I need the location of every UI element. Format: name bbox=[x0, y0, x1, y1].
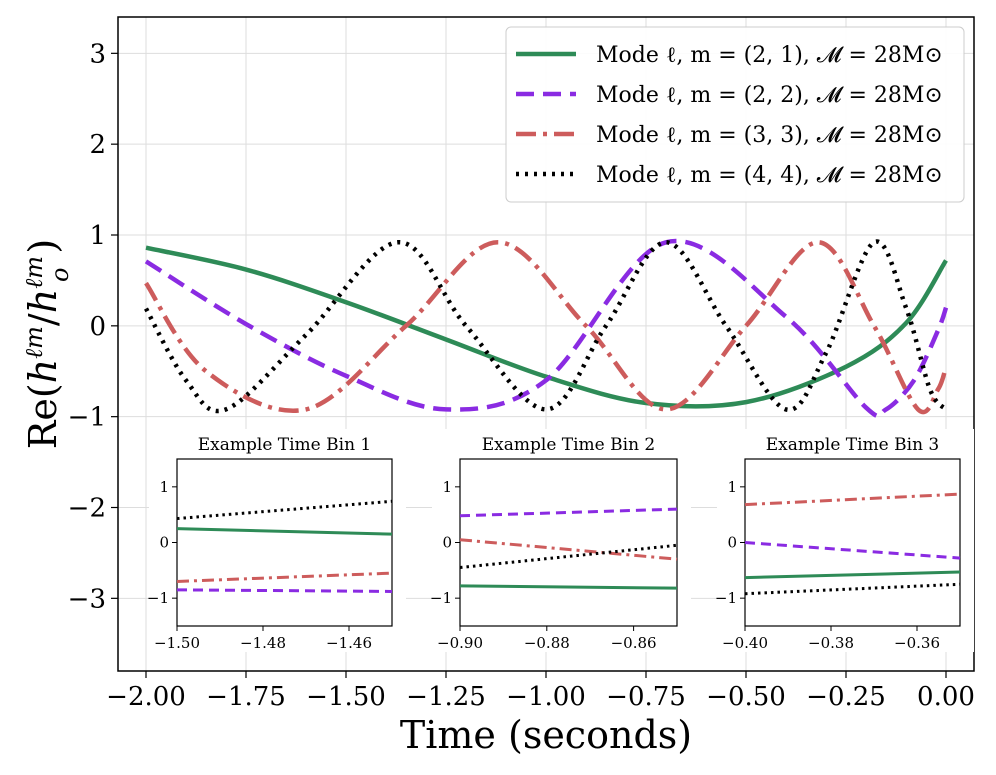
y-tick-label: −3 bbox=[68, 584, 106, 614]
x-tick-label: −1.50 bbox=[306, 682, 386, 712]
inset-x-tick-label: −0.88 bbox=[524, 634, 570, 652]
series-line-2 bbox=[144, 238, 949, 419]
insets: Example Time Bin 1−1.50 −1.48 −1.46−101Exa… bbox=[147, 429, 974, 652]
legend-label-3: Mode ℓ, m = (3, 3), 𝓜 = 28M⊙ bbox=[596, 123, 943, 148]
series-line-3 bbox=[144, 240, 949, 415]
series-line-4 bbox=[144, 239, 948, 414]
inset-y-tick-label: 1 bbox=[442, 478, 452, 496]
inset-x-tick-label: −1.48 bbox=[240, 634, 286, 652]
series-line-1 bbox=[145, 245, 948, 409]
x-axis-label: Time (seconds) bbox=[400, 713, 692, 757]
inset-series-line-3 bbox=[744, 492, 961, 507]
inset-series-line-3 bbox=[176, 571, 393, 583]
y-tick-label: 1 bbox=[89, 221, 106, 251]
main-ticks: −2.00 −1.75 −1.50 −1.25 −1.00 −0.75 −0.50 −0.25… bbox=[68, 39, 975, 712]
main-series bbox=[144, 238, 949, 419]
y-axis-label: Re(hℓm/hℓmo) bbox=[20, 239, 74, 450]
y-tick-label: 2 bbox=[89, 130, 106, 160]
inset-1: Example Time Bin 1 −1.50 −1.48 −1.46 −1 0 1 bbox=[147, 429, 406, 652]
inset-series-line-2 bbox=[459, 507, 678, 518]
x-tick-label: −0.75 bbox=[606, 682, 686, 712]
x-tick-label: −1.25 bbox=[406, 682, 486, 712]
x-tick-label: −0.50 bbox=[706, 682, 786, 712]
inset-y-tick-label: 0 bbox=[442, 534, 452, 552]
inset-x-tick-label: −0.40 bbox=[722, 634, 768, 652]
legend-label-4: Mode ℓ, m = (4, 4), 𝓜 = 28M⊙ bbox=[596, 163, 943, 188]
inset-3: Example Time Bin 3 −0.40 −0.38 −0.36 −1 0 1 bbox=[715, 429, 974, 652]
inset-series-line-3 bbox=[459, 538, 678, 561]
y-tick-label: −1 bbox=[68, 403, 106, 433]
inset-title: Example Time Bin 3 bbox=[766, 435, 940, 455]
inset-series-line-2 bbox=[744, 541, 961, 560]
inset-x-tick-label: −0.38 bbox=[808, 634, 854, 652]
inset-y-tick-label: 0 bbox=[727, 534, 737, 552]
x-tick-label: −2.00 bbox=[106, 682, 186, 712]
inset-x-tick-label: −0.86 bbox=[611, 634, 657, 652]
inset-y-tick-label: −1 bbox=[147, 589, 169, 607]
inset-x-tick-label: −0.36 bbox=[894, 634, 940, 652]
inset-y-tick-label: 1 bbox=[727, 478, 737, 496]
x-tick-label: −1.75 bbox=[206, 682, 286, 712]
x-tick-label: −1.00 bbox=[506, 682, 586, 712]
inset-frame bbox=[176, 458, 393, 627]
inset-x-tick-label: −1.50 bbox=[154, 634, 200, 652]
y-tick-label: 3 bbox=[89, 39, 106, 69]
inset-y-tick-label: 1 bbox=[159, 478, 169, 496]
legend-label-2: Mode ℓ, m = (2, 2), 𝓜 = 28M⊙ bbox=[596, 83, 943, 108]
inset-series-line-1 bbox=[744, 570, 961, 580]
x-tick-label: −0.25 bbox=[806, 682, 886, 712]
inset-y-tick-label: 0 bbox=[159, 534, 169, 552]
y-tick-label: 0 bbox=[89, 312, 106, 342]
y-tick-label: −2 bbox=[68, 494, 106, 524]
inset-title: Example Time Bin 1 bbox=[198, 435, 372, 455]
inset-x-tick-label: −0.90 bbox=[437, 634, 483, 652]
inset-y-tick-label: −1 bbox=[430, 589, 452, 607]
legend-label-1: Mode ℓ, m = (2, 1), 𝓜 = 28M⊙ bbox=[596, 43, 943, 68]
inset-2: Example Time Bin 2 −0.90 −0.88 −0.86 −1 0 1 bbox=[430, 429, 691, 652]
legend: Mode ℓ, m = (2, 1), 𝓜 = 28M⊙ Mode ℓ, m = … bbox=[505, 26, 965, 203]
inset-series-line-1 bbox=[459, 584, 678, 590]
legend-frame bbox=[505, 26, 965, 203]
x-tick-label: 0.00 bbox=[917, 682, 975, 712]
inset-y-tick-label: −1 bbox=[715, 589, 737, 607]
inset-series-line-1 bbox=[176, 527, 393, 536]
inset-title: Example Time Bin 2 bbox=[482, 435, 656, 455]
inset-series-line-2 bbox=[176, 588, 393, 593]
inset-x-tick-label: −1.46 bbox=[326, 634, 372, 652]
inset-frame bbox=[744, 458, 961, 627]
